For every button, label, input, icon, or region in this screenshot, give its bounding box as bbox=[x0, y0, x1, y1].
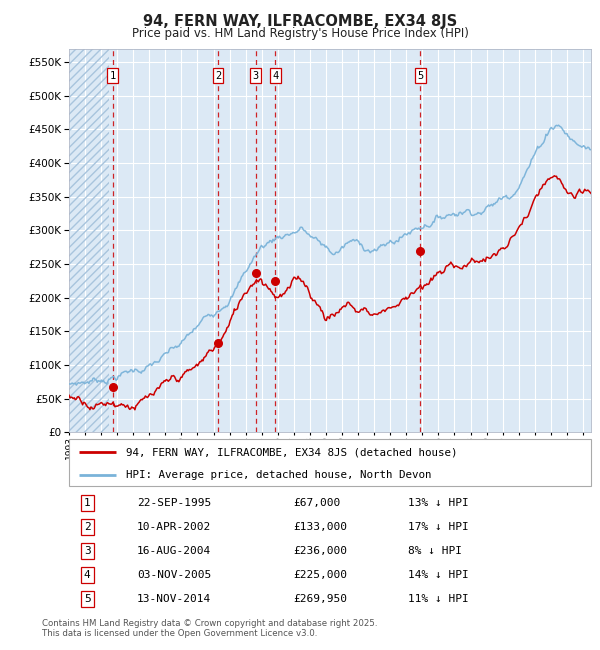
Text: £133,000: £133,000 bbox=[293, 522, 347, 532]
Text: Contains HM Land Registry data © Crown copyright and database right 2025.
This d: Contains HM Land Registry data © Crown c… bbox=[42, 619, 377, 638]
Text: 5: 5 bbox=[84, 594, 91, 604]
Text: 13-NOV-2014: 13-NOV-2014 bbox=[137, 594, 211, 604]
Text: HPI: Average price, detached house, North Devon: HPI: Average price, detached house, Nort… bbox=[127, 469, 432, 480]
Text: 5: 5 bbox=[417, 71, 424, 81]
Text: 16-AUG-2004: 16-AUG-2004 bbox=[137, 546, 211, 556]
Text: £236,000: £236,000 bbox=[293, 546, 347, 556]
Text: 94, FERN WAY, ILFRACOMBE, EX34 8JS: 94, FERN WAY, ILFRACOMBE, EX34 8JS bbox=[143, 14, 457, 29]
Text: 4: 4 bbox=[272, 71, 278, 81]
Text: £225,000: £225,000 bbox=[293, 570, 347, 580]
Text: 4: 4 bbox=[84, 570, 91, 580]
Text: 2: 2 bbox=[215, 71, 221, 81]
Text: 14% ↓ HPI: 14% ↓ HPI bbox=[409, 570, 469, 580]
Text: 1: 1 bbox=[110, 71, 116, 81]
Text: 8% ↓ HPI: 8% ↓ HPI bbox=[409, 546, 463, 556]
Text: 03-NOV-2005: 03-NOV-2005 bbox=[137, 570, 211, 580]
Text: 22-SEP-1995: 22-SEP-1995 bbox=[137, 498, 211, 508]
Text: £67,000: £67,000 bbox=[293, 498, 341, 508]
Text: 10-APR-2002: 10-APR-2002 bbox=[137, 522, 211, 532]
Text: 3: 3 bbox=[84, 546, 91, 556]
Text: £269,950: £269,950 bbox=[293, 594, 347, 604]
Text: 11% ↓ HPI: 11% ↓ HPI bbox=[409, 594, 469, 604]
Text: 94, FERN WAY, ILFRACOMBE, EX34 8JS (detached house): 94, FERN WAY, ILFRACOMBE, EX34 8JS (deta… bbox=[127, 447, 458, 457]
Text: Price paid vs. HM Land Registry's House Price Index (HPI): Price paid vs. HM Land Registry's House … bbox=[131, 27, 469, 40]
Text: 1: 1 bbox=[84, 498, 91, 508]
FancyBboxPatch shape bbox=[69, 439, 591, 486]
Text: 13% ↓ HPI: 13% ↓ HPI bbox=[409, 498, 469, 508]
Text: 2: 2 bbox=[84, 522, 91, 532]
Text: 3: 3 bbox=[253, 71, 259, 81]
Text: 17% ↓ HPI: 17% ↓ HPI bbox=[409, 522, 469, 532]
